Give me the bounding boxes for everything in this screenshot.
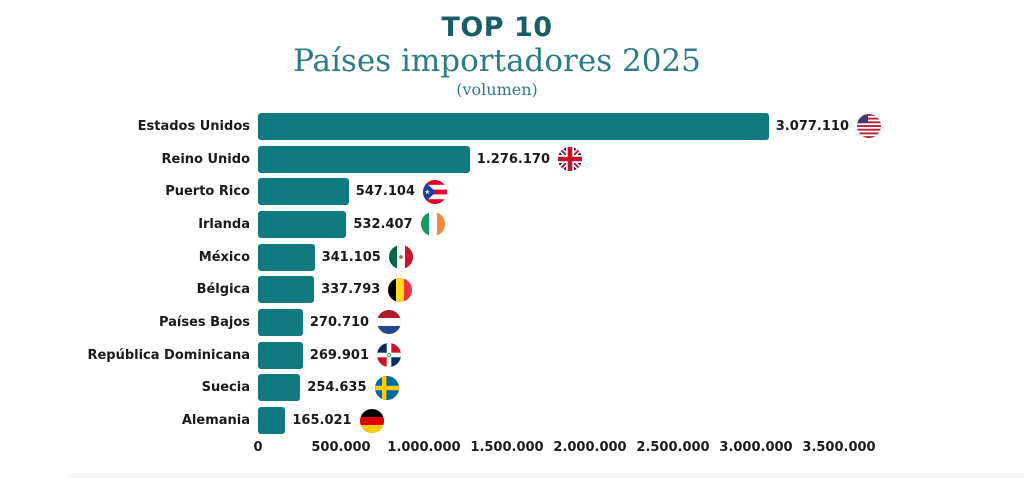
x-axis-tick-label: 2.500.000 [636, 440, 710, 455]
flag-de-icon [359, 408, 384, 433]
flag-do-icon [377, 343, 402, 368]
chart-row: Suecia 254.635 [0, 372, 1024, 405]
chart-row: Reino Unido 1.276.170 [0, 143, 1024, 176]
x-axis: 0 500.000 1.000.000 1.500.000 2.000.000 2.500… [0, 440, 1024, 462]
bar-category-label: Irlanda [198, 216, 250, 232]
x-axis-tick-label: 1.500.000 [470, 440, 544, 455]
bar-chart: Estados Unidos 3.077.110 Reino Unido 1.276.… [0, 110, 1024, 437]
bar-category-label: República Dominicana [87, 347, 250, 363]
bar [258, 178, 349, 206]
bar-category-label: Bélgica [196, 282, 250, 298]
chart-row: Bélgica 337.793 [0, 273, 1024, 306]
bar-category-label: Alemania [181, 413, 250, 429]
x-axis-tick-label: 2.000.000 [553, 440, 627, 455]
bar-value-label: 254.635 [307, 380, 367, 396]
bar [258, 374, 301, 402]
chart-header: TOP 10 Países importadores 2025 (volumen… [0, 12, 994, 99]
flag-us-icon [857, 114, 881, 139]
chart-caption: (volumen) [456, 79, 538, 99]
x-axis-tick-label: 0 [253, 440, 263, 455]
bar-category-label: México [198, 249, 250, 265]
flag-mx-icon [388, 245, 413, 270]
flag-gb-icon [558, 147, 582, 172]
bar-value-label: 165.021 [292, 413, 352, 429]
bar [258, 243, 315, 271]
bar [258, 308, 303, 336]
bar-value-label: 532.407 [353, 216, 413, 232]
bar-category-label: Estados Unidos [137, 118, 250, 134]
bar [258, 276, 315, 304]
flag-be-icon [388, 277, 413, 302]
chart-row: Estados Unidos 3.077.110 [0, 110, 1024, 143]
bar-category-label: Países Bajos [158, 314, 250, 330]
bar [258, 112, 769, 140]
bar-category-label: Suecia [201, 380, 250, 396]
flag-nl-icon [377, 310, 402, 335]
bar-value-label: 270.710 [309, 314, 370, 330]
chart-row: Alemania 165.021 [0, 404, 1024, 437]
bar-value-label: 337.793 [321, 282, 381, 298]
x-axis-tick-label: 1.000.000 [387, 440, 461, 455]
bottom-divider [70, 473, 1024, 478]
bar [258, 341, 303, 369]
bar-value-label: 547.104 [355, 184, 416, 200]
x-axis-tick-label: 3.500.000 [802, 440, 876, 455]
chart-subtitle: Países importadores 2025 [293, 43, 701, 79]
flag-se-icon [374, 375, 399, 400]
flag-ie-icon [420, 212, 445, 237]
bar-value-label: 269.901 [309, 347, 370, 363]
bar-category-label: Puerto Rico [165, 184, 250, 200]
bar-value-label: 1.276.170 [476, 151, 550, 167]
chart-row: Irlanda 532.407 [0, 208, 1024, 241]
flag-pr-icon [423, 179, 448, 204]
chart-row: México 341.105 [0, 241, 1024, 274]
bar [258, 407, 286, 435]
bar-value-label: 3.077.110 [775, 118, 849, 134]
bar [258, 210, 347, 238]
chart-row: Países Bajos 270.710 [0, 306, 1024, 339]
bar-category-label: Reino Unido [161, 151, 251, 167]
chart-row: Puerto Rico 547.104 [0, 175, 1024, 208]
bar [258, 145, 470, 173]
chart-title: TOP 10 [441, 12, 553, 43]
x-axis-tick-label: 3.000.000 [719, 440, 793, 455]
chart-row: República Dominicana 269.901 [0, 339, 1024, 372]
x-axis-tick-label: 500.000 [311, 440, 371, 455]
bar-value-label: 341.105 [321, 249, 381, 265]
